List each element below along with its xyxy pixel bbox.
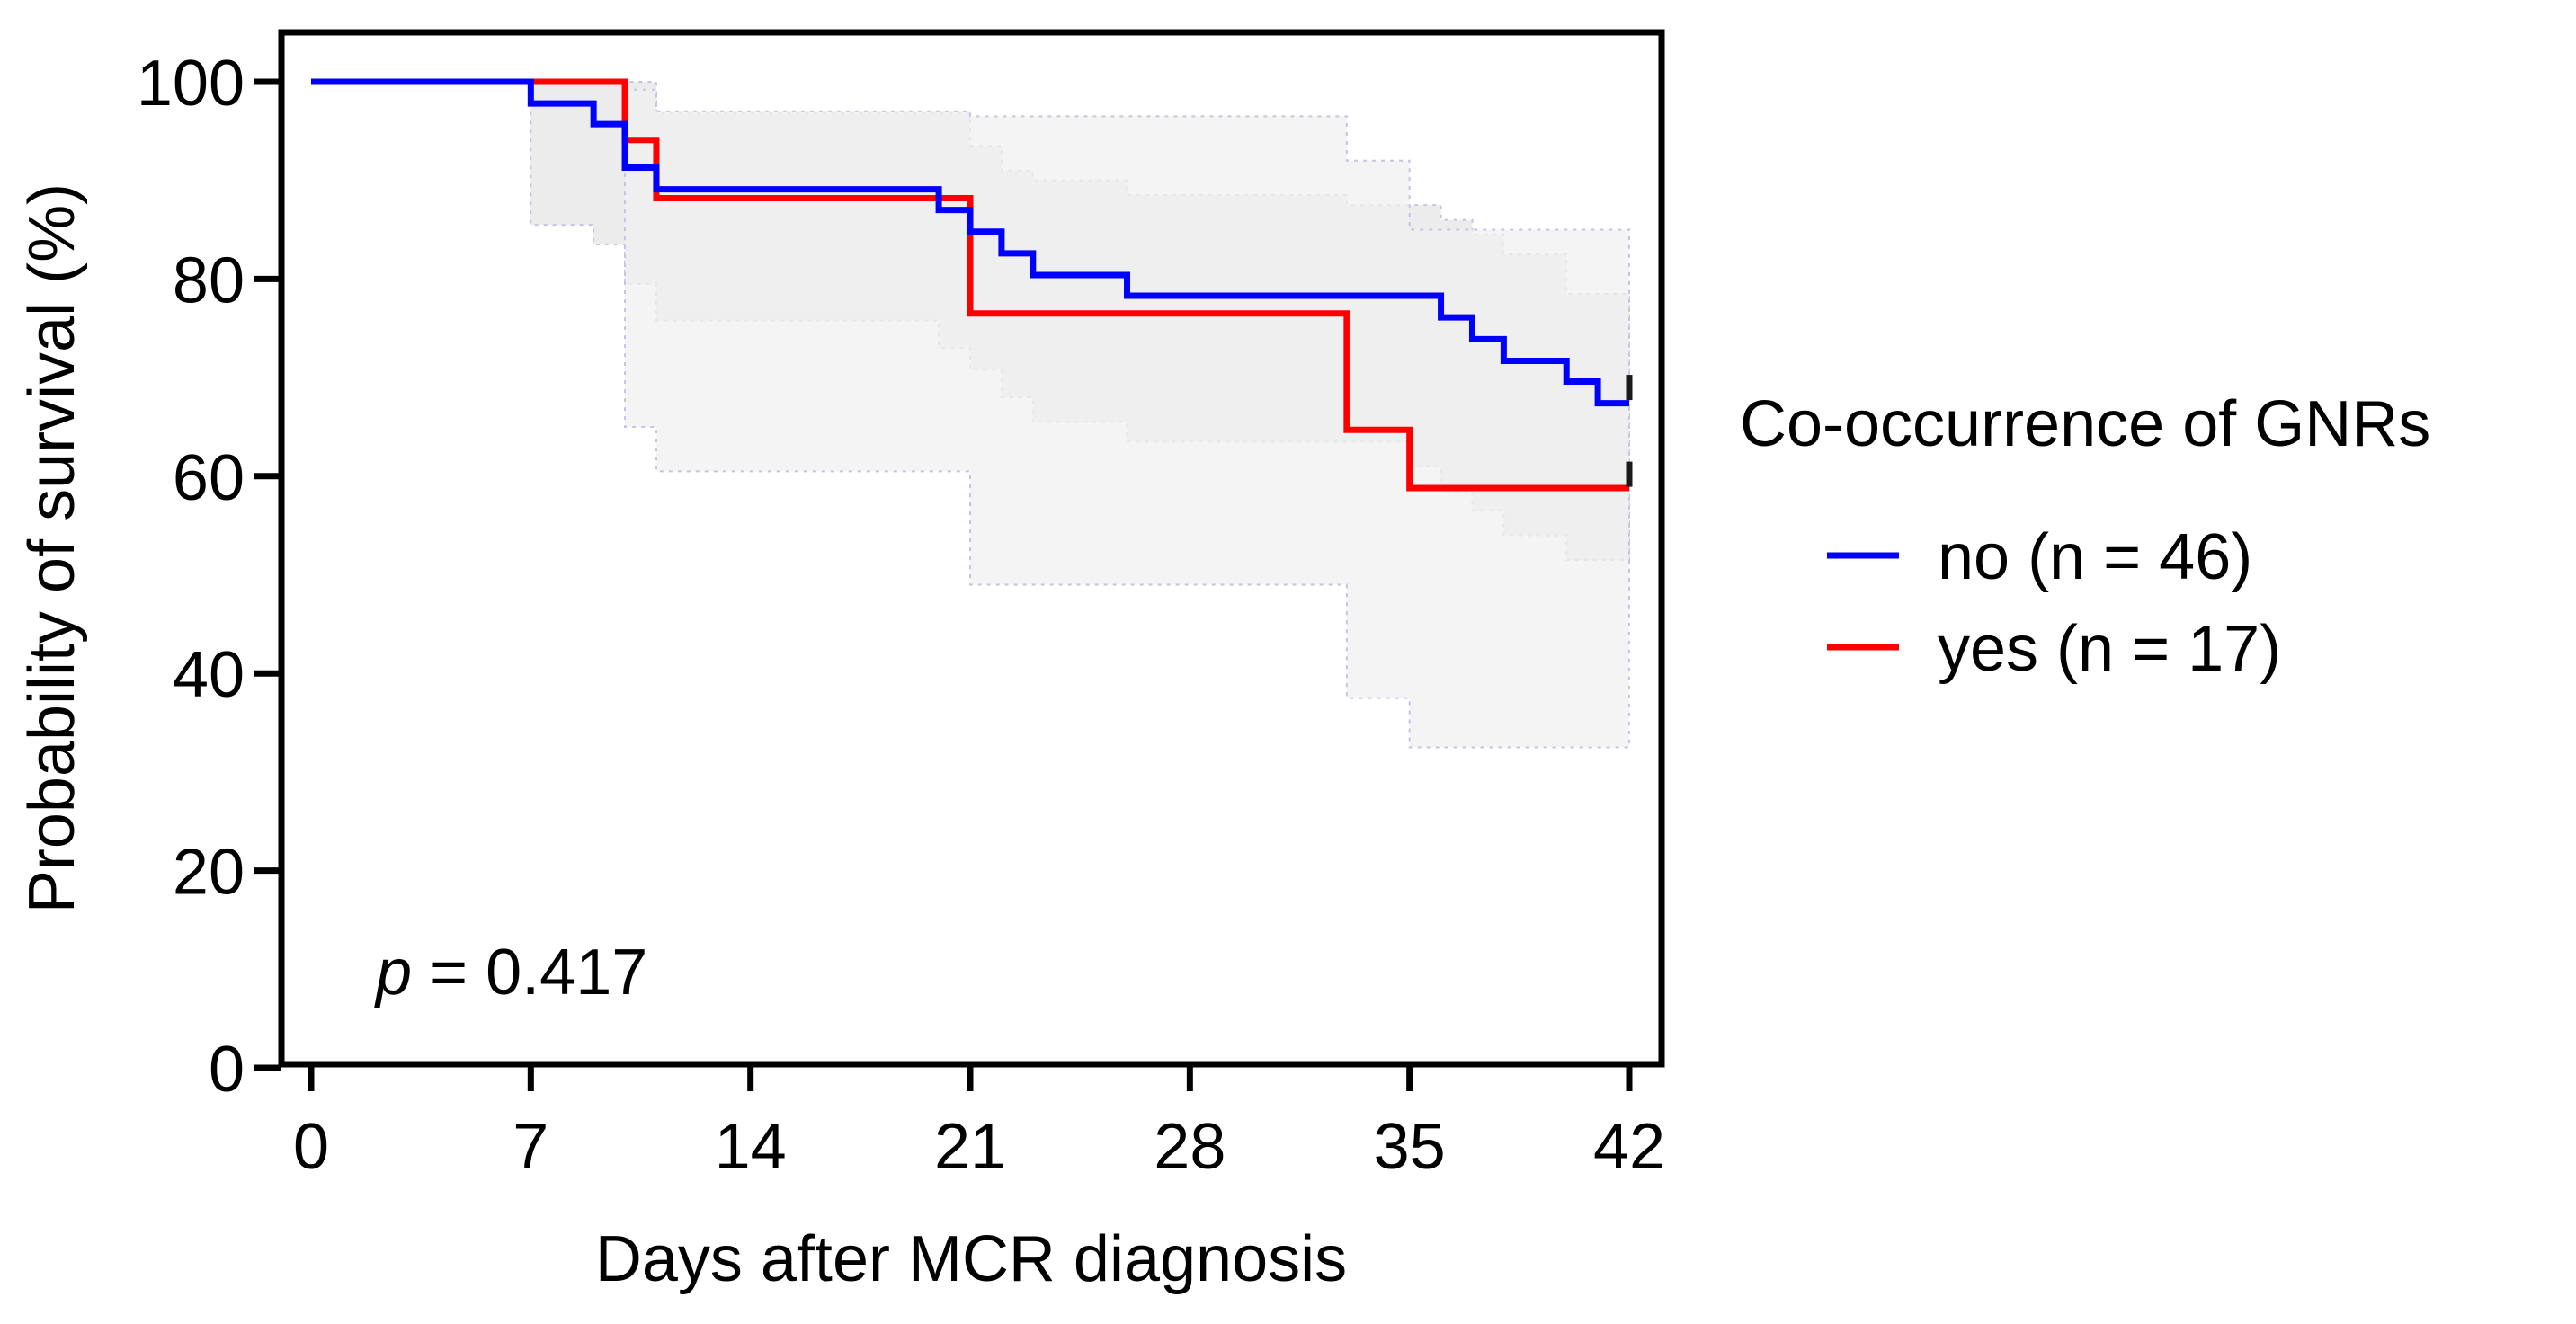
legend-label-no: no (n = 46) [1938, 521, 2252, 593]
y-tick-label: 0 [209, 1034, 245, 1106]
x-tick-label: 28 [1154, 1111, 1226, 1183]
legend-items: no (n = 46) yes (n = 17) [1827, 521, 2281, 685]
legend-title: Co-occurrence of GNRs [1740, 388, 2430, 460]
y-tick-label: 100 [137, 48, 245, 120]
p-value-text: = 0.417 [412, 937, 647, 1009]
y-tick-label: 20 [173, 837, 245, 909]
x-axis-title: Days after MCR diagnosis [595, 1223, 1347, 1295]
survival-curves [311, 78, 1633, 492]
x-tick-label: 35 [1374, 1111, 1446, 1183]
x-axis-ticks: 0 7 14 21 28 35 42 [293, 1064, 1665, 1183]
p-value-symbol: p [374, 937, 412, 1009]
y-tick-label: 60 [173, 442, 245, 514]
y-axis-title: Probability of survival (%) [16, 183, 88, 913]
legend: Co-occurrence of GNRs no (n = 46) yes (n … [1740, 388, 2430, 685]
legend-label-yes: yes (n = 17) [1938, 613, 2281, 685]
x-tick-label: 21 [934, 1111, 1006, 1183]
x-tick-label: 14 [715, 1111, 787, 1183]
ci-band-yes [624, 88, 1630, 749]
x-tick-label: 0 [293, 1111, 329, 1183]
y-tick-label: 40 [173, 639, 245, 711]
y-tick-label: 80 [173, 244, 245, 316]
x-tick-label: 42 [1593, 1111, 1665, 1183]
p-value-annotation: p = 0.417 [374, 937, 647, 1009]
x-tick-label: 7 [513, 1111, 548, 1183]
confidence-bands [530, 81, 1630, 749]
curve-no [311, 78, 1629, 407]
y-axis-ticks: 0 20 40 60 80 100 [137, 48, 281, 1106]
